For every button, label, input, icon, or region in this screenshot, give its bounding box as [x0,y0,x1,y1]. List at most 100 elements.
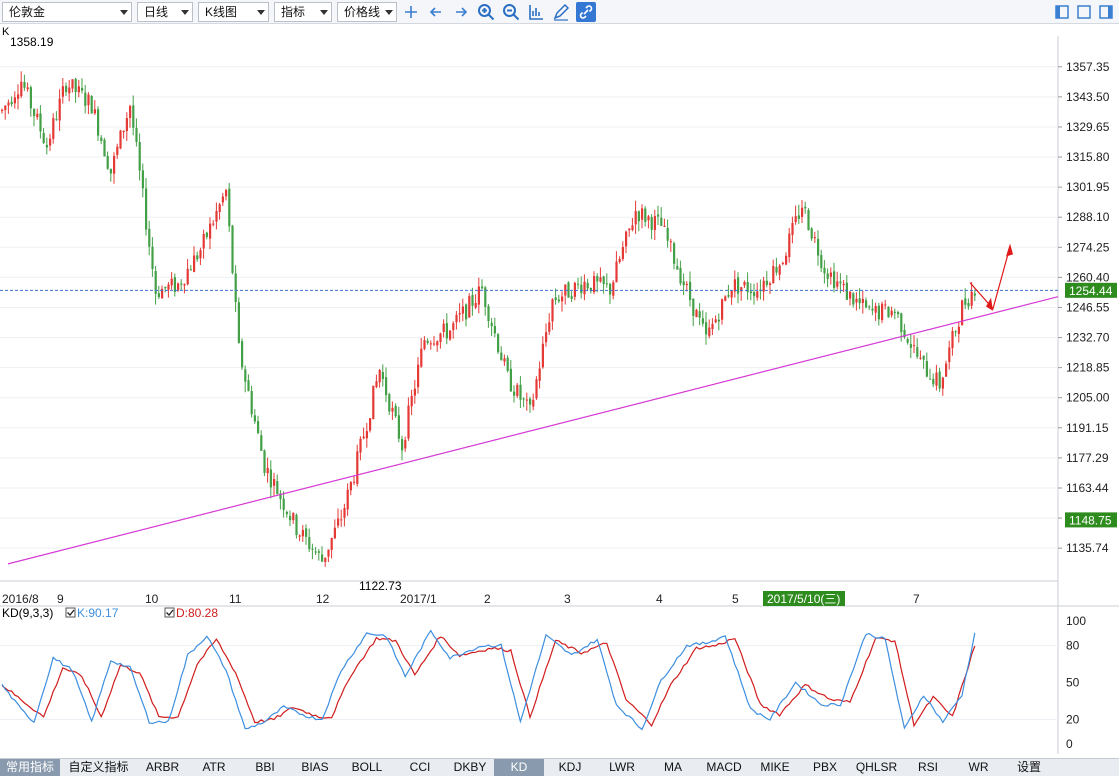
candle-body [250,391,253,415]
tab-custom-indicators[interactable]: 自定义指标 [68,760,129,774]
tab-bbi[interactable]: BBI [255,760,275,774]
candle-body [500,352,503,361]
candle-body [122,130,125,133]
candlestick [433,336,436,347]
candle-body [36,113,39,118]
candle-body [567,282,570,298]
tab-cci[interactable]: CCI [409,760,431,774]
tab-bias[interactable]: BIAS [301,760,329,774]
trend-line [7,296,1059,565]
tab-ma[interactable]: MA [664,760,682,774]
crosshair-icon[interactable] [401,2,421,22]
layout-single-icon[interactable] [1074,2,1094,22]
candle-body [596,276,599,282]
arrow-left-icon[interactable] [426,2,446,22]
time-tick-label: 5 [732,592,739,606]
candle-body [273,479,276,486]
candle-body [871,308,874,311]
arrow-right-icon[interactable] [451,2,471,22]
candle-body [327,549,330,557]
link-icon[interactable] [576,2,596,22]
candle-body [55,119,58,121]
candlestick [186,259,189,286]
candlestick [762,276,765,301]
chart-settings-icon[interactable] [526,2,546,22]
candlestick [490,318,493,336]
candlestick [548,313,551,336]
candlestick [29,85,32,117]
selected-date-value: 2017/5/10(三) [767,592,840,606]
time-tick-label: 11 [229,592,242,606]
candle-body [749,291,752,294]
candle-body [186,268,189,285]
tab-pbx[interactable]: PBX [812,760,837,774]
tab-dkby[interactable]: DKBY [453,760,487,774]
tab-boll[interactable]: BOLL [351,760,383,774]
candlestick [39,105,42,139]
candle-body [657,214,660,217]
price-line-select[interactable]: 价格线 [337,2,397,22]
candlestick [1,108,4,114]
candlestick [71,79,74,93]
candle-body [922,355,925,360]
tab-settings[interactable]: 设置 [1016,760,1041,774]
candlestick [474,294,477,310]
candlestick [218,202,221,220]
candle-body [788,233,791,258]
candle-body [743,281,746,286]
tab-macd[interactable]: MACD [706,760,742,774]
candle-body [842,283,845,286]
candle-body [503,358,506,362]
indicator-select[interactable]: 指标 [274,2,332,22]
tab-common-indicators[interactable]: 常用指标 [0,759,60,776]
candle-body [29,87,32,109]
symbol-select[interactable]: 伦敦金 [2,2,132,22]
candle-body [730,290,733,298]
period-select[interactable]: 日线 [137,2,193,22]
zoom-out-icon[interactable] [501,2,521,22]
candlestick [199,247,202,266]
candlestick [276,474,279,495]
candle-body [679,267,682,284]
candlestick [269,460,272,499]
candlestick [573,281,576,301]
tab-arbr[interactable]: ARBR [145,760,180,774]
tab-kdj[interactable]: KDJ [558,760,582,774]
candlestick [445,313,448,345]
tab-mike[interactable]: MIKE [760,760,790,774]
candle-body [33,108,36,117]
candlestick [871,299,874,316]
candlestick-chart[interactable]: 1357.35 1343.50 1329.65 1315.80 1301.95 1288.… [0,24,1119,758]
candle-body [439,333,442,343]
zoom-in-icon[interactable] [476,2,496,22]
candlestick [733,270,736,298]
pencil-icon[interactable] [551,2,571,22]
k-checkbox[interactable] [65,607,76,618]
candle-body [916,347,919,357]
chart-type-select[interactable]: K线图 [198,2,269,22]
k-value-label: K:90.17 [77,606,119,620]
candlestick [596,273,599,293]
candle-body [807,210,810,231]
candle-body [49,138,52,146]
candlestick [154,265,157,305]
candlestick [189,265,192,271]
candle-body [442,323,445,332]
tab-qhlsr[interactable]: QHLSR [855,760,898,774]
candlestick [612,280,615,300]
candlestick [263,449,266,477]
tab-lwr[interactable]: LWR [609,760,635,774]
candle-body [1,109,4,112]
tab-wr[interactable]: WR [968,760,989,774]
candlestick [385,367,388,403]
candle-body [829,272,832,277]
d-checkbox[interactable] [164,607,175,618]
tab-atr[interactable]: ATR [202,760,226,774]
layout-split-icon[interactable] [1052,2,1072,22]
candle-body [305,528,308,537]
tab-kd[interactable]: KD [494,759,544,776]
candle-body [653,216,656,230]
candlestick [212,220,215,227]
fullscreen-icon[interactable] [1096,2,1116,22]
tab-rsi[interactable]: RSI [917,760,938,774]
